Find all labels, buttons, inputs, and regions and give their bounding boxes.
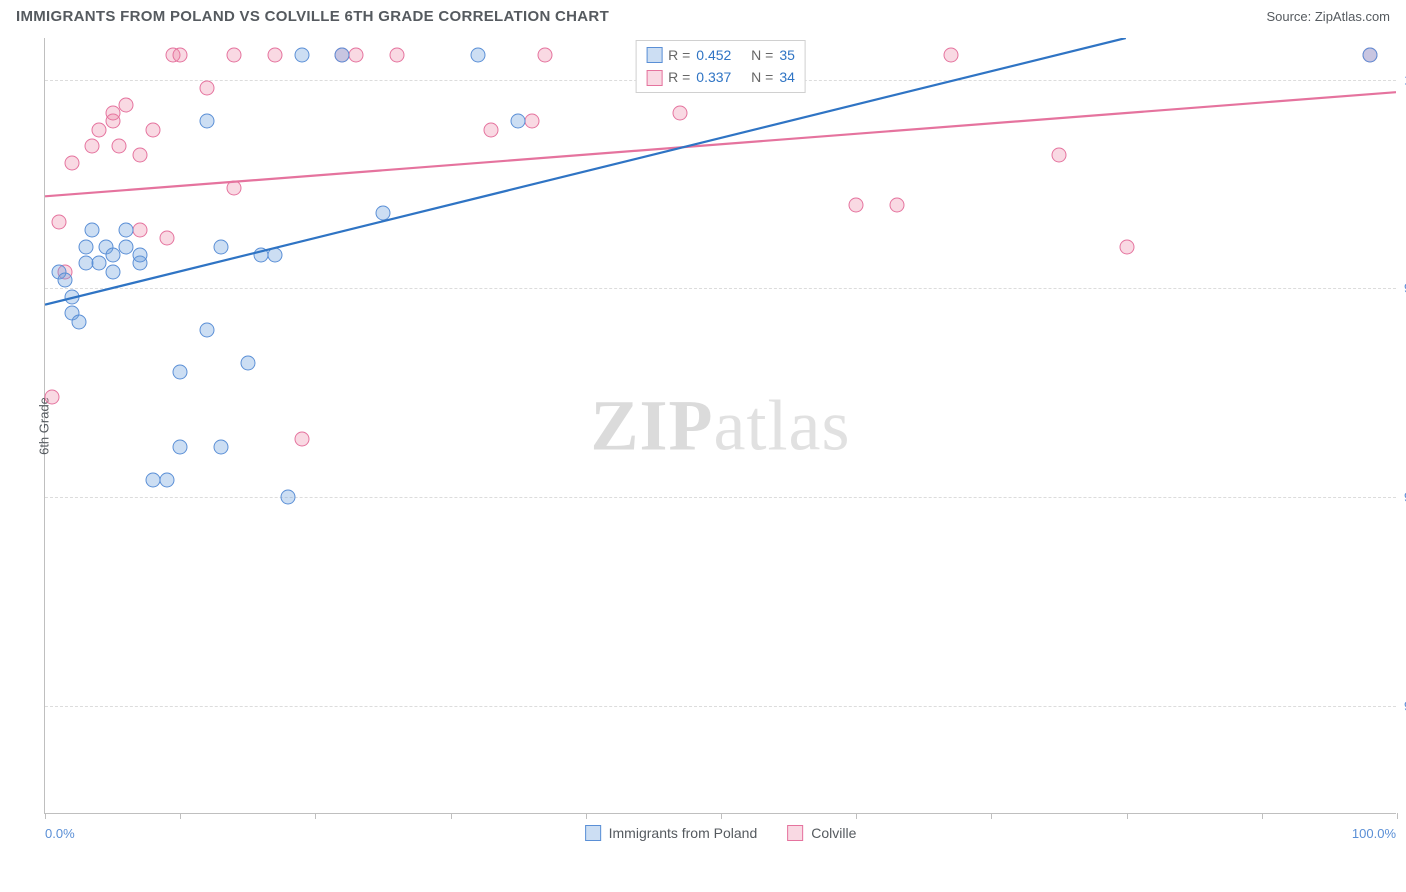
y-tick-label: 92.5%: [1398, 698, 1406, 713]
legend-swatch-series1: [646, 47, 662, 63]
x-tick: [586, 813, 587, 819]
y-tick-label: 97.5%: [1398, 281, 1406, 296]
chart-area: 6th Grade ZIPatlas 92.5%95.0%97.5%100.0%…: [44, 38, 1396, 814]
legend-row-series2: R = 0.337 N = 34: [646, 66, 795, 88]
x-tick: [180, 813, 181, 819]
trendline-poland: [45, 38, 1126, 305]
x-axis-max-label: 100.0%: [1352, 826, 1396, 841]
correlation-legend: R = 0.452 N = 35 R = 0.337 N = 34: [635, 40, 806, 93]
legend-item-series2: Colville: [787, 825, 856, 841]
legend-row-series1: R = 0.452 N = 35: [646, 44, 795, 66]
x-tick: [451, 813, 452, 819]
legend-color-series2: [787, 825, 803, 841]
legend-item-series1: Immigrants from Poland: [585, 825, 758, 841]
x-tick: [721, 813, 722, 819]
x-tick: [1127, 813, 1128, 819]
y-tick-label: 100.0%: [1398, 72, 1406, 87]
y-tick-label: 95.0%: [1398, 489, 1406, 504]
legend-color-series1: [585, 825, 601, 841]
x-tick: [45, 813, 46, 819]
x-axis-min-label: 0.0%: [45, 826, 75, 841]
x-tick: [315, 813, 316, 819]
series-legend: Immigrants from Poland Colville: [585, 825, 857, 841]
x-tick: [1262, 813, 1263, 819]
x-tick: [991, 813, 992, 819]
chart-title: IMMIGRANTS FROM POLAND VS COLVILLE 6TH G…: [16, 8, 609, 25]
source-label: Source: ZipAtlas.com: [1266, 9, 1390, 24]
x-tick: [1397, 813, 1398, 819]
x-tick: [856, 813, 857, 819]
legend-swatch-series2: [646, 70, 662, 86]
trendline-colville: [45, 92, 1396, 196]
